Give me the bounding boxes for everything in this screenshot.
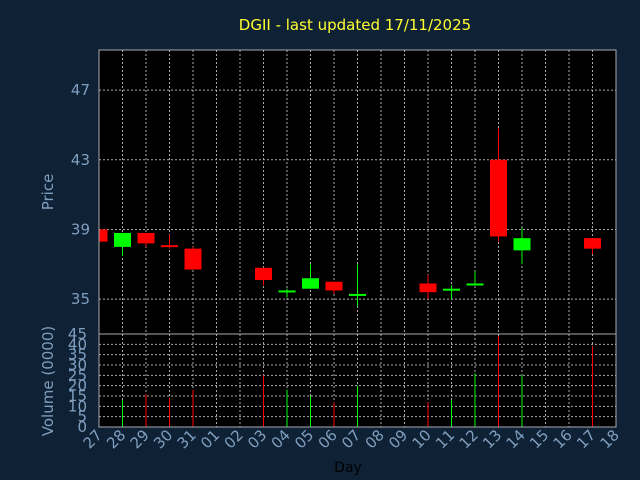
candle-body: [419, 283, 437, 293]
candle-body: [443, 288, 460, 291]
volume-tick-label: 15: [68, 387, 87, 405]
x-tick-label: 17: [573, 426, 599, 452]
x-tick-label: 04: [268, 426, 294, 452]
x-tick-label: 30: [150, 426, 176, 452]
x-tick-label: 03: [244, 426, 270, 452]
x-tick-label: 10: [409, 426, 435, 452]
candle-body: [584, 238, 601, 249]
x-tick-label: 06: [315, 426, 341, 452]
candle-body: [99, 229, 108, 242]
x-tick-label: 01: [197, 426, 223, 452]
x-tick-label: 07: [338, 426, 364, 452]
x-tick-label: 11: [432, 426, 458, 452]
volume-tick-label: 35: [68, 346, 87, 364]
x-tick-label: 18: [597, 426, 623, 452]
candle-body: [466, 283, 484, 286]
candle-body: [513, 238, 531, 251]
candle-body: [184, 248, 202, 270]
candle-body: [255, 267, 272, 280]
x-tick-label: 16: [550, 426, 576, 452]
candle-body: [137, 232, 155, 244]
x-tick-label: 09: [385, 426, 411, 452]
volume-tick-label: 20: [68, 377, 87, 395]
candle-body: [349, 293, 366, 296]
x-tick-label: 12: [456, 426, 482, 452]
volume-tick-label: 10: [68, 397, 87, 415]
x-tick-label: 05: [291, 426, 317, 452]
candle-body: [302, 278, 319, 289]
x-tick-label: 31: [174, 426, 200, 452]
x-tick-label: 29: [127, 426, 153, 452]
x-tick-label: 02: [221, 426, 247, 452]
price-axis-label: Price: [39, 174, 57, 211]
volume-tick-label: 45: [68, 325, 87, 343]
candle-body: [161, 245, 178, 248]
volume-axis-label: Volume (0000): [39, 326, 57, 436]
x-tick-label: 08: [362, 426, 388, 452]
chart-title: DGII - last updated 17/11/2025: [239, 16, 471, 34]
price-tick-label: 35: [71, 290, 90, 308]
candle-body: [490, 159, 507, 237]
x-axis-label: Day: [334, 460, 362, 476]
candle-body: [114, 232, 131, 247]
candle-body: [325, 281, 343, 291]
price-tick-label: 43: [71, 151, 90, 169]
price-tick-label: 47: [71, 81, 90, 99]
volume-tick-label: 0: [77, 418, 87, 436]
x-tick-label: 13: [479, 426, 505, 452]
volume-tick-label: 30: [68, 356, 87, 374]
volume-panel-border: [98, 333, 617, 428]
price-panel: 35 39 43 47: [71, 49, 617, 335]
volume-tick-label: 5: [77, 408, 87, 426]
volume-tick-label: 40: [68, 335, 87, 353]
price-tick-label: 39: [71, 220, 90, 238]
x-axis: 2728293031010203040506070809101112131415…: [80, 426, 623, 452]
x-tick-label: 14: [503, 426, 529, 452]
volume-tick-label: 25: [68, 366, 87, 384]
x-tick-label: 28: [103, 426, 129, 452]
candle-body: [278, 290, 296, 293]
x-tick-label: 15: [526, 426, 552, 452]
